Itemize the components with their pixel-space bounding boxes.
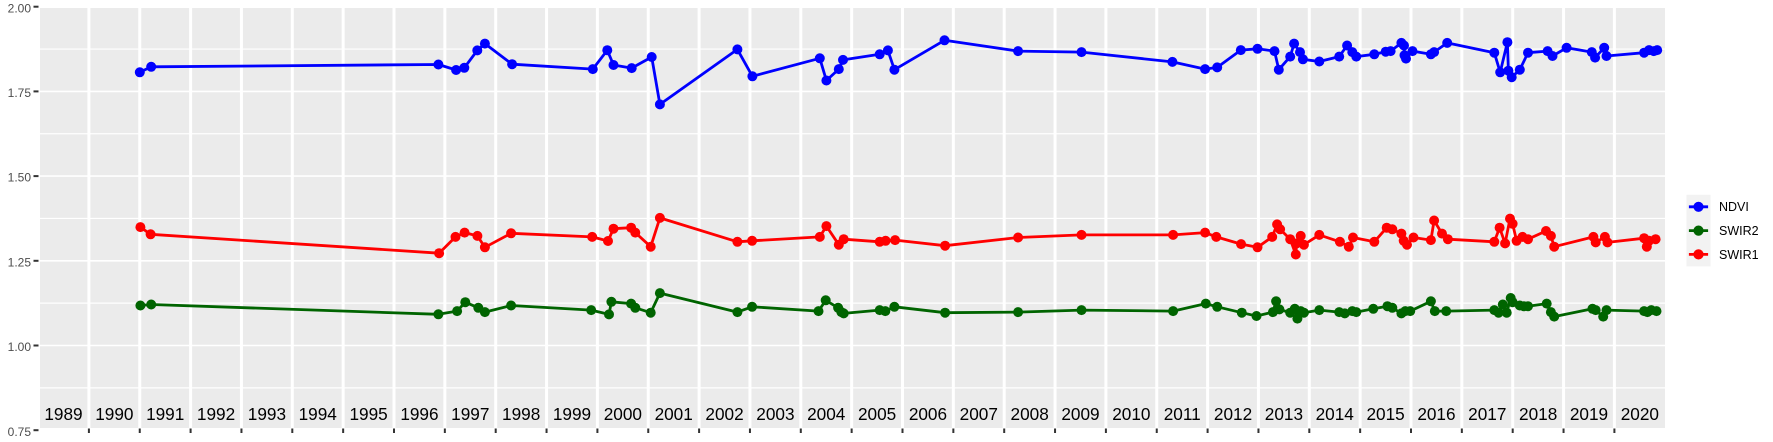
svg-text:2006: 2006 bbox=[909, 404, 947, 424]
svg-text:1997: 1997 bbox=[451, 404, 489, 424]
svg-text:2005: 2005 bbox=[858, 404, 896, 424]
svg-text:2015: 2015 bbox=[1366, 404, 1404, 424]
svg-text:1992: 1992 bbox=[197, 404, 235, 424]
svg-text:1.50: 1.50 bbox=[8, 171, 32, 185]
svg-text:2003: 2003 bbox=[756, 404, 794, 424]
svg-text:SWIR2: SWIR2 bbox=[1719, 224, 1759, 238]
svg-text:2000: 2000 bbox=[604, 404, 642, 424]
svg-text:NDVI: NDVI bbox=[1719, 200, 1749, 214]
svg-text:2011: 2011 bbox=[1164, 404, 1201, 424]
svg-text:1993: 1993 bbox=[248, 404, 286, 424]
svg-text:1989: 1989 bbox=[44, 404, 82, 424]
svg-text:2016: 2016 bbox=[1417, 404, 1455, 424]
svg-text:2019: 2019 bbox=[1570, 404, 1608, 424]
svg-text:1990: 1990 bbox=[95, 404, 133, 424]
svg-text:1996: 1996 bbox=[400, 404, 438, 424]
svg-text:2010: 2010 bbox=[1112, 404, 1150, 424]
svg-text:1994: 1994 bbox=[299, 404, 338, 424]
svg-text:2014: 2014 bbox=[1316, 404, 1355, 424]
svg-text:2002: 2002 bbox=[705, 404, 743, 424]
svg-text:2017: 2017 bbox=[1468, 404, 1506, 424]
svg-text:1991: 1991 bbox=[146, 404, 184, 424]
svg-text:2004: 2004 bbox=[807, 404, 846, 424]
svg-text:2007: 2007 bbox=[960, 404, 998, 424]
svg-text:2012: 2012 bbox=[1214, 404, 1252, 424]
svg-text:2013: 2013 bbox=[1265, 404, 1303, 424]
svg-text:2018: 2018 bbox=[1519, 404, 1557, 424]
svg-text:2008: 2008 bbox=[1011, 404, 1049, 424]
svg-text:1995: 1995 bbox=[349, 404, 387, 424]
svg-text:1998: 1998 bbox=[502, 404, 540, 424]
svg-text:1999: 1999 bbox=[553, 404, 591, 424]
svg-text:2001: 2001 bbox=[655, 404, 693, 424]
svg-text:2020: 2020 bbox=[1621, 404, 1659, 424]
svg-text:SWIR1: SWIR1 bbox=[1719, 248, 1759, 262]
svg-text:1.25: 1.25 bbox=[8, 255, 32, 269]
svg-text:2009: 2009 bbox=[1061, 404, 1099, 424]
svg-text:1.00: 1.00 bbox=[8, 340, 32, 354]
svg-text:0.75: 0.75 bbox=[8, 425, 32, 439]
svg-text:2.00: 2.00 bbox=[8, 1, 32, 15]
svg-text:1.75: 1.75 bbox=[8, 86, 32, 100]
